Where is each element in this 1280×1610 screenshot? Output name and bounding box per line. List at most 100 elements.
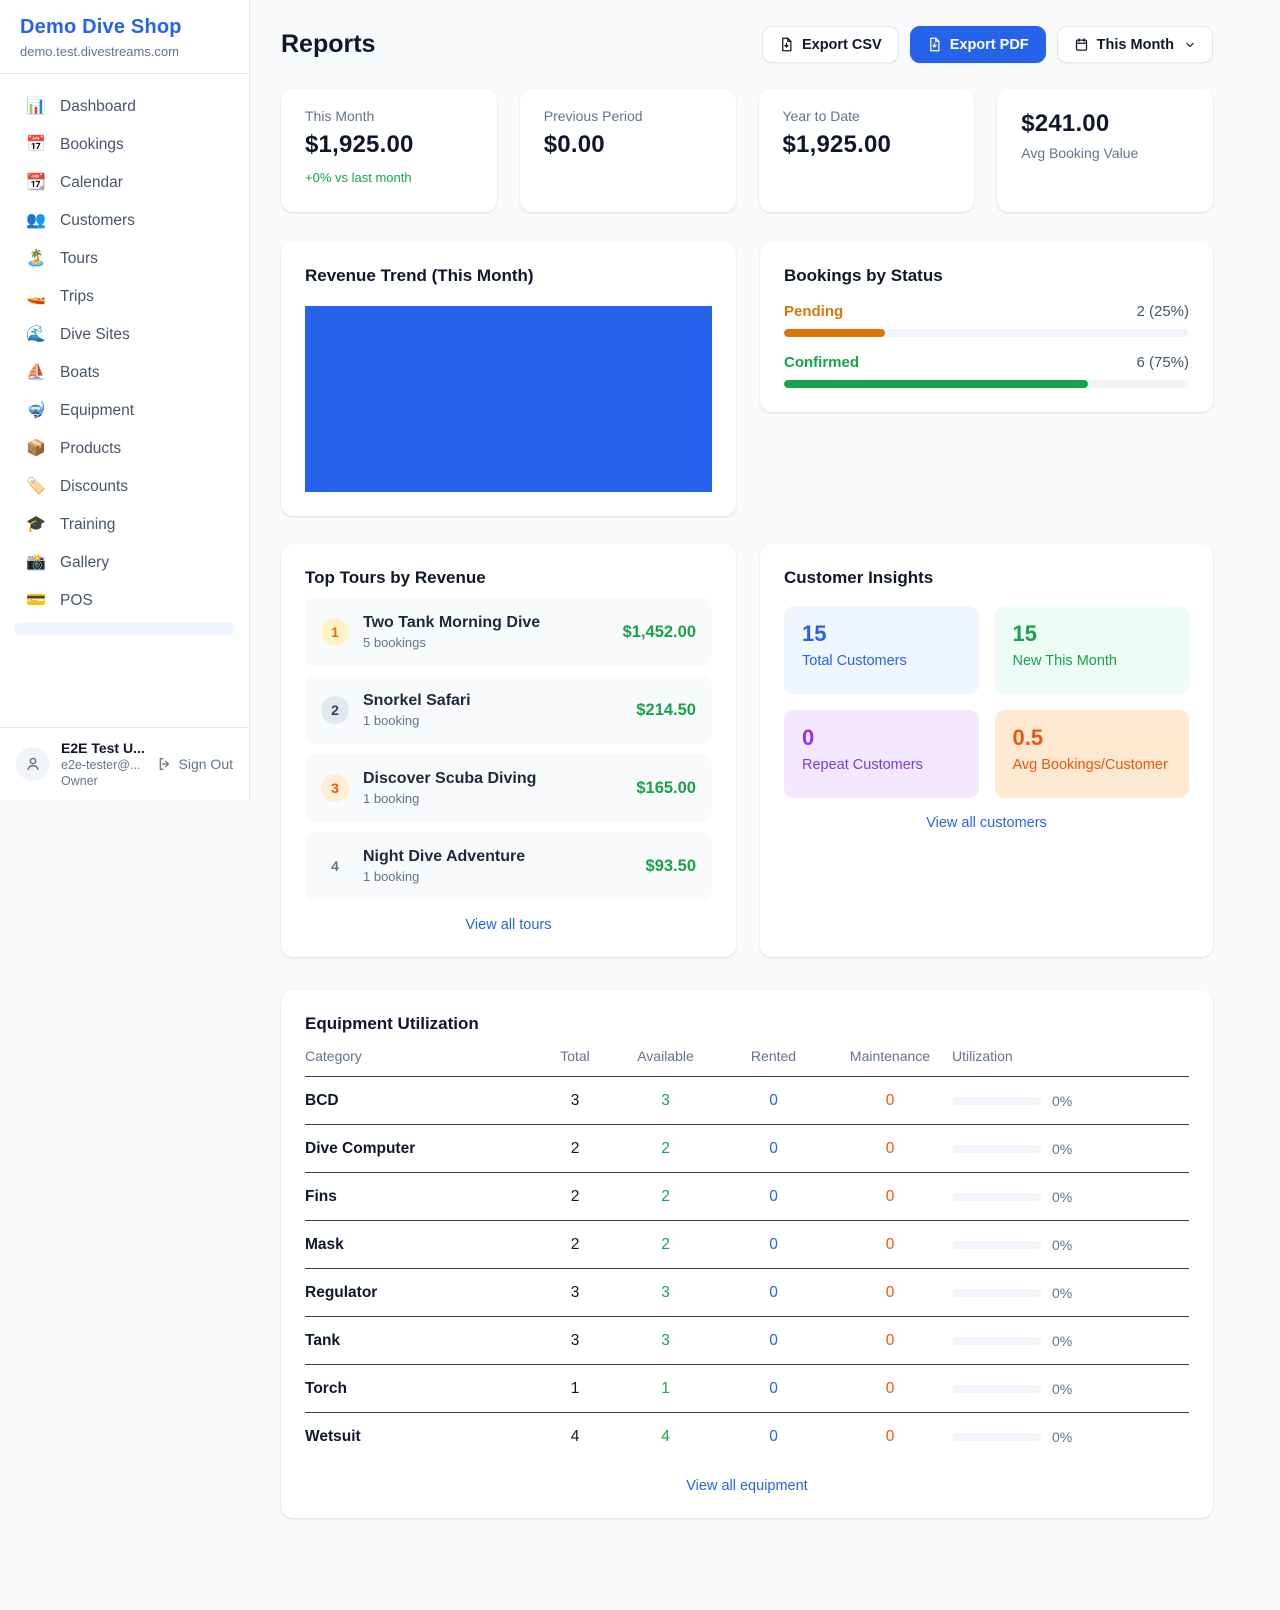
dive-sites-icon: 🌊 (26, 326, 46, 343)
utilization-percent: 0% (1052, 1284, 1073, 1301)
sidebar-item-gallery[interactable]: 📸 Gallery (12, 544, 237, 582)
stat-label: Year to Date (782, 108, 860, 124)
rank-badge: 1 (321, 618, 349, 646)
sidebar-item-dive-sites[interactable]: 🌊 Dive Sites (12, 316, 237, 354)
table-row: BCD 3 3 0 0 0% (305, 1077, 1189, 1125)
list-item[interactable]: 1 Two Tank Morning Dive 5 bookings $1,45… (305, 598, 712, 666)
period-label: This Month (1096, 36, 1174, 53)
cell-utilization: 0% (952, 1333, 1189, 1349)
sidebar-item-label: Products (60, 440, 122, 457)
cell-maintenance: 0 (885, 1091, 895, 1109)
list-item[interactable]: 3 Discover Scuba Diving 1 booking $165.0… (305, 754, 712, 822)
tour-info: Discover Scuba Diving 1 booking (363, 770, 622, 806)
export-pdf-button[interactable]: Export PDF (909, 26, 1046, 63)
utilization-percent: 0% (1052, 1429, 1073, 1445)
user-role: Owner (61, 774, 98, 788)
sidebar-item-tours[interactable]: 🏝️ Tours (12, 240, 237, 278)
cell-maintenance: 0 (885, 1235, 895, 1253)
tour-bookings: 1 booking (363, 869, 420, 884)
list-item[interactable]: 2 Snorkel Safari 1 booking $214.50 (305, 676, 712, 744)
pos-icon: 💳 (26, 592, 46, 609)
utilization-percent: 0% (1052, 1188, 1073, 1205)
revenue-trend-chart (305, 306, 712, 492)
list-item[interactable]: 4 Night Dive Adventure 1 booking $93.50 (305, 832, 712, 900)
cell-available: 3 (661, 1283, 670, 1301)
trips-icon: 🚤 (26, 288, 46, 305)
sidebar-item-equipment[interactable]: 🤿 Equipment (12, 392, 237, 430)
user-email: e2e-tester@... (61, 758, 141, 772)
tour-info: Two Tank Morning Dive 5 bookings (363, 614, 609, 650)
utilization-percent: 0% (1052, 1140, 1073, 1157)
sidebar-item-bookings[interactable]: 📅 Bookings (12, 126, 237, 164)
cell-available: 2 (661, 1235, 670, 1253)
status-bar-fill (784, 380, 1088, 388)
cell-maintenance: 0 (885, 1187, 895, 1205)
cell-available: 4 (661, 1428, 670, 1445)
bookings-icon: 📅 (26, 136, 46, 153)
sign-out-button[interactable]: Sign Out (157, 756, 233, 772)
bookings-by-status-title: Bookings by Status (784, 266, 943, 285)
sidebar-item-reports-partial[interactable] (14, 622, 235, 635)
tour-info: Snorkel Safari 1 booking (363, 692, 622, 728)
cell-maintenance: 0 (885, 1331, 895, 1349)
brand-name[interactable]: Demo Dive Shop (20, 16, 182, 38)
export-csv-label: Export CSV (801, 36, 882, 53)
sidebar-item-training[interactable]: 🎓 Training (12, 506, 237, 544)
cell-total: 3 (570, 1283, 580, 1301)
cell-available: 1 (661, 1379, 670, 1397)
status-count: 2 (25%) (1136, 303, 1189, 320)
sign-out-label: Sign Out (178, 756, 233, 772)
sidebar-item-label: POS (60, 592, 93, 609)
cell-available: 3 (661, 1091, 670, 1109)
tour-name: Discover Scuba Diving (363, 770, 537, 787)
column-header-rented: Rented (750, 1048, 797, 1064)
view-all-equipment-link[interactable]: View all equipment (686, 1478, 808, 1494)
column-header-maintenance: Maintenance (849, 1048, 931, 1064)
cell-utilization: 0% (952, 1285, 1189, 1301)
rank-badge: 2 (321, 696, 349, 724)
sidebar-item-label: Customers (60, 212, 135, 229)
view-all-tours-link[interactable]: View all tours (465, 917, 552, 933)
utilization-percent: 0% (1052, 1236, 1073, 1253)
cell-category: Dive Computer (305, 1139, 416, 1157)
brand-domain: demo.test.divestreams.com (20, 44, 179, 59)
sidebar-item-label: Dashboard (60, 98, 136, 115)
utilization-bar (952, 1288, 1042, 1297)
utilization-bar (952, 1240, 1042, 1249)
cell-category: Torch (305, 1379, 347, 1397)
top-tours-card: Top Tours by Revenue 1 Two Tank Morning … (281, 544, 736, 957)
sidebar-item-discounts[interactable]: 🏷️ Discounts (12, 468, 237, 506)
period-dropdown[interactable]: This Month (1056, 26, 1213, 63)
table-row: Wetsuit 4 4 0 0 0% (305, 1413, 1189, 1461)
main-content: Reports Export CSV Export PDF (250, 0, 1213, 1578)
sign-out-icon (157, 756, 173, 772)
view-all-customers-link[interactable]: View all customers (926, 815, 1047, 831)
sidebar-item-label: Bookings (60, 136, 124, 153)
sidebar-item-label: Boats (60, 364, 100, 381)
sidebar-item-dashboard[interactable]: 📊 Dashboard (12, 88, 237, 126)
tile-value: 15 (802, 621, 827, 646)
stat-value: $0.00 (543, 131, 605, 158)
sidebar-item-products[interactable]: 📦 Products (12, 430, 237, 468)
tile-label: New This Month (1012, 653, 1118, 669)
sidebar-item-label: Equipment (60, 402, 135, 419)
stat-label: Avg Booking Value (1021, 145, 1139, 161)
table-row: Regulator 3 3 0 0 0% (305, 1269, 1189, 1317)
tour-revenue: $1,452.00 (622, 622, 696, 641)
table-row: Torch 1 1 0 0 0% (305, 1365, 1189, 1413)
status-label: Confirmed (784, 354, 859, 371)
page-header: Reports Export CSV Export PDF (281, 26, 1213, 63)
sidebar-item-calendar[interactable]: 📆 Calendar (12, 164, 237, 202)
export-csv-button[interactable]: Export CSV (761, 26, 899, 63)
tile-value: 0 (802, 725, 815, 750)
tile-label: Avg Bookings/Customer (1012, 757, 1168, 773)
tour-name: Two Tank Morning Dive (363, 614, 541, 631)
cell-rented: 0 (769, 1379, 778, 1397)
sidebar-item-customers[interactable]: 👥 Customers (12, 202, 237, 240)
stat-label: Previous Period (543, 108, 643, 124)
sidebar-item-pos[interactable]: 💳 POS (12, 582, 237, 620)
cell-total: 3 (570, 1091, 580, 1109)
sidebar-item-boats[interactable]: ⛵ Boats (12, 354, 237, 392)
sidebar-item-trips[interactable]: 🚤 Trips (12, 278, 237, 316)
stat-label: This Month (305, 108, 375, 124)
